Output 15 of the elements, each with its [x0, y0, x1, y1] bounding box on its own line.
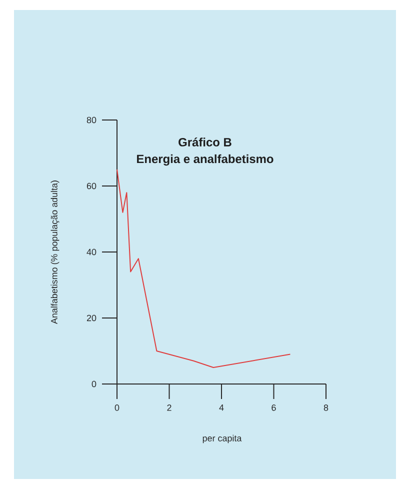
- y-tick-label: 20: [86, 314, 96, 322]
- line-series: [116, 169, 291, 368]
- y-tick-label: 60: [86, 182, 96, 190]
- x-tick-label: 8: [324, 404, 328, 411]
- x-axis-title: per capita: [202, 434, 242, 444]
- y-tick-label: 40: [86, 248, 96, 256]
- text: Gráfico B: [178, 138, 232, 146]
- x-tick-label: 4: [219, 404, 224, 411]
- y-tick-label: 0: [92, 380, 96, 388]
- x-tick-label: 6: [272, 404, 276, 411]
- x-tick-label: 0: [114, 404, 120, 411]
- y-tick-label: 80: [86, 116, 96, 124]
- x-tick-label: 2: [167, 404, 172, 411]
- y-axis-title: Analfabetismo (% população adulta): [50, 180, 60, 324]
- text: Energia e analfabetismo: [137, 154, 274, 166]
